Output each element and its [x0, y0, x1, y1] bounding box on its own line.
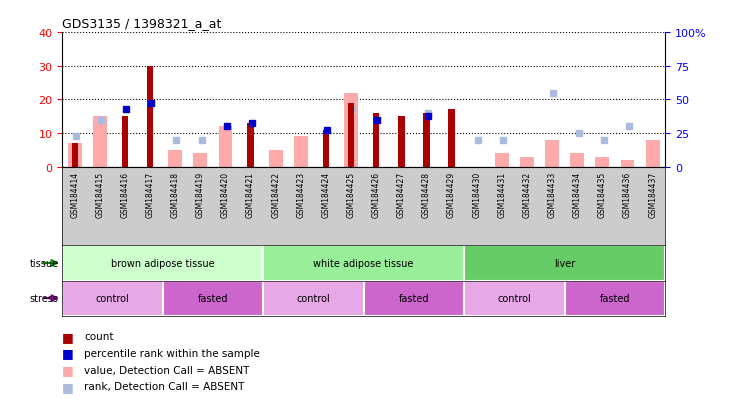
Text: GSM184424: GSM184424 — [322, 171, 330, 217]
Text: ■: ■ — [62, 363, 74, 376]
Text: count: count — [84, 332, 113, 342]
Text: GSM184427: GSM184427 — [397, 171, 406, 217]
Text: GSM184414: GSM184414 — [70, 171, 79, 217]
Text: GSM184432: GSM184432 — [523, 171, 531, 217]
Text: rank, Detection Call = ABSENT: rank, Detection Call = ABSENT — [84, 381, 244, 391]
Bar — [162, 281, 263, 316]
Bar — [464, 246, 665, 281]
Bar — [364, 281, 464, 316]
Bar — [495, 154, 509, 167]
Bar — [168, 150, 182, 167]
Text: tissue: tissue — [29, 258, 58, 268]
Text: ■: ■ — [62, 380, 74, 393]
Text: fasted: fasted — [398, 293, 429, 304]
Text: liver: liver — [554, 258, 575, 268]
Bar — [596, 157, 610, 167]
Bar — [263, 281, 364, 316]
Bar — [93, 117, 107, 167]
Text: GSM184417: GSM184417 — [145, 171, 154, 217]
Bar — [373, 114, 379, 167]
Bar — [122, 117, 128, 167]
Bar — [62, 246, 263, 281]
Bar — [449, 110, 455, 167]
Text: GSM184435: GSM184435 — [598, 171, 607, 217]
Bar — [248, 123, 254, 167]
Bar — [621, 161, 635, 167]
Bar — [219, 127, 232, 167]
Text: GSM184428: GSM184428 — [422, 171, 431, 217]
Text: GSM184423: GSM184423 — [296, 171, 306, 217]
Bar — [294, 137, 308, 167]
Text: white adipose tissue: white adipose tissue — [314, 258, 414, 268]
Bar — [520, 157, 534, 167]
Bar — [564, 281, 665, 316]
Text: GSM184425: GSM184425 — [346, 171, 355, 217]
Text: GDS3135 / 1398321_a_at: GDS3135 / 1398321_a_at — [62, 17, 221, 29]
Text: GSM184436: GSM184436 — [623, 171, 632, 217]
Bar — [147, 66, 154, 167]
Text: value, Detection Call = ABSENT: value, Detection Call = ABSENT — [84, 365, 249, 375]
Text: GSM184415: GSM184415 — [95, 171, 105, 217]
Text: stress: stress — [29, 293, 58, 304]
Text: brown adipose tissue: brown adipose tissue — [111, 258, 214, 268]
Text: control: control — [297, 293, 330, 304]
Text: GSM184419: GSM184419 — [196, 171, 205, 217]
Text: ■: ■ — [62, 330, 74, 343]
Text: GSM184422: GSM184422 — [271, 171, 280, 217]
Bar — [72, 144, 77, 167]
Text: fasted: fasted — [197, 293, 228, 304]
Bar — [570, 154, 584, 167]
Bar — [423, 114, 430, 167]
Text: GSM184418: GSM184418 — [171, 171, 180, 217]
Bar — [464, 281, 565, 316]
Bar — [68, 144, 82, 167]
Bar — [194, 154, 208, 167]
Text: fasted: fasted — [599, 293, 630, 304]
Bar — [263, 246, 464, 281]
Text: GSM184437: GSM184437 — [648, 171, 657, 217]
Text: control: control — [498, 293, 531, 304]
Text: GSM184430: GSM184430 — [472, 171, 481, 217]
Text: GSM184426: GSM184426 — [372, 171, 381, 217]
Bar — [398, 117, 404, 167]
Bar — [323, 131, 329, 167]
Text: control: control — [96, 293, 129, 304]
Text: percentile rank within the sample: percentile rank within the sample — [84, 348, 260, 358]
Text: GSM184431: GSM184431 — [497, 171, 507, 217]
Text: GSM184421: GSM184421 — [246, 171, 255, 217]
Bar — [344, 93, 358, 167]
Text: GSM184429: GSM184429 — [447, 171, 456, 217]
Text: GSM184420: GSM184420 — [221, 171, 230, 217]
Bar — [269, 150, 283, 167]
Bar — [348, 104, 355, 167]
Text: GSM184434: GSM184434 — [573, 171, 582, 217]
Bar — [62, 281, 162, 316]
Bar — [645, 140, 659, 167]
Text: ■: ■ — [62, 347, 74, 360]
Bar — [545, 140, 559, 167]
Text: GSM184416: GSM184416 — [121, 171, 129, 217]
Text: GSM184433: GSM184433 — [548, 171, 556, 217]
